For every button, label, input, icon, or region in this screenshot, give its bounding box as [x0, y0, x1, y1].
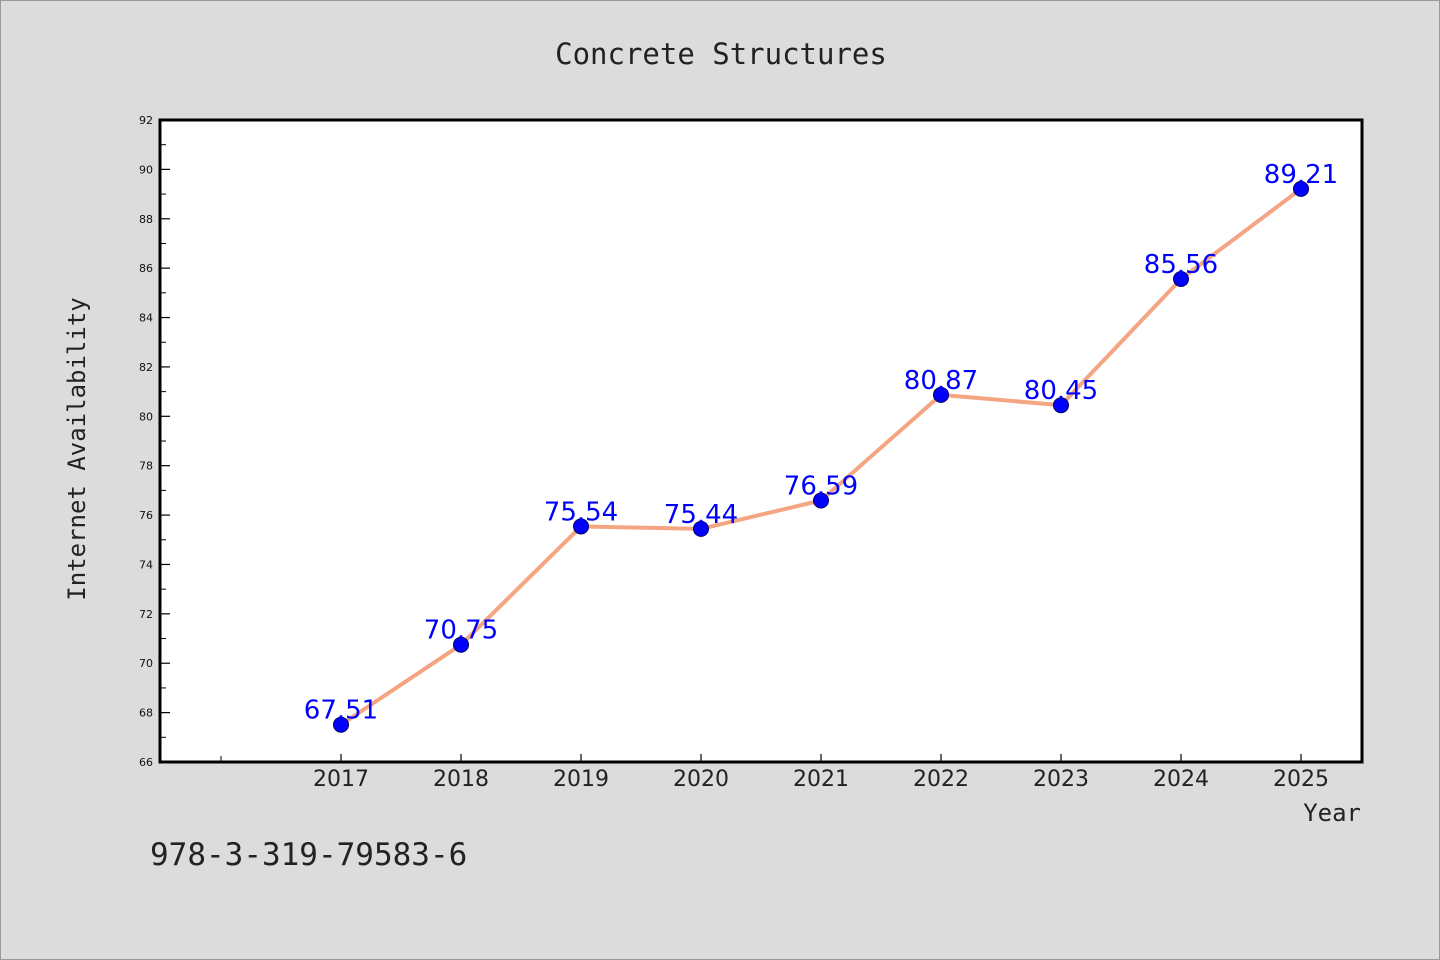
plot-area — [160, 120, 1362, 762]
data-point — [693, 520, 709, 537]
y-axis: 66 68 70 72 74 76 78 80 82 84 86 88 90 92 — [139, 114, 170, 769]
x-tick-label: 2025 — [1273, 767, 1329, 792]
y-tick-label: 68 — [139, 707, 153, 720]
data-label: 80.87 — [904, 366, 978, 396]
data-label: 76.59 — [784, 472, 858, 502]
x-axis-label: Year — [1303, 799, 1361, 827]
data-point — [1053, 397, 1069, 414]
y-tick-label: 92 — [139, 114, 153, 127]
data-label: 70.75 — [424, 616, 498, 646]
data-point — [813, 492, 829, 509]
x-tick-label: 2017 — [313, 767, 369, 792]
y-tick-label: 86 — [139, 262, 153, 275]
data-label: 67.51 — [304, 696, 378, 726]
y-tick-label: 82 — [139, 361, 153, 374]
y-tick-label: 80 — [139, 410, 153, 423]
data-point — [573, 518, 589, 535]
y-tick-label: 66 — [139, 756, 153, 769]
data-label: 89.21 — [1264, 160, 1338, 190]
data-point — [333, 716, 349, 733]
y-tick-label: 74 — [139, 558, 153, 571]
y-tick-label: 76 — [139, 509, 153, 522]
data-label: 75.44 — [664, 500, 738, 530]
data-point — [453, 636, 469, 653]
y-tick-label: 88 — [139, 213, 153, 226]
y-tick-label: 90 — [139, 163, 153, 176]
x-tick-label: 2018 — [433, 767, 489, 792]
y-tick-label: 78 — [139, 460, 153, 473]
identifier-annotation: 978-3-319-79583-6 — [150, 837, 467, 873]
x-tick-label: 2021 — [793, 767, 849, 792]
y-tick-label: 84 — [139, 312, 153, 325]
y-axis-label: Internet Availability — [63, 297, 91, 600]
y-tick-label: 72 — [139, 608, 153, 621]
data-label: 75.54 — [544, 497, 618, 527]
y-tick-label: 70 — [139, 657, 153, 670]
x-tick-label: 2019 — [553, 767, 609, 792]
data-label: 80.45 — [1024, 376, 1098, 406]
data-point — [1173, 271, 1189, 288]
series-layer: 67.51 70.75 75.54 75.44 76.59 80.87 80.45 85.56… — [304, 160, 1338, 733]
plot-frame — [158, 118, 1364, 764]
x-tick-label: 2024 — [1153, 767, 1209, 792]
x-tick-label: 2020 — [673, 767, 729, 792]
x-tick-label: 2022 — [913, 767, 969, 792]
x-tick-label: 2023 — [1033, 767, 1089, 792]
chart-title: Concrete Structures — [555, 37, 887, 71]
data-label: 85.56 — [1144, 250, 1218, 280]
x-axis: 2017 2018 2019 2020 2021 2022 2023 2024 2025 — [220, 754, 1329, 792]
data-point — [933, 386, 949, 403]
data-point — [1293, 180, 1309, 197]
